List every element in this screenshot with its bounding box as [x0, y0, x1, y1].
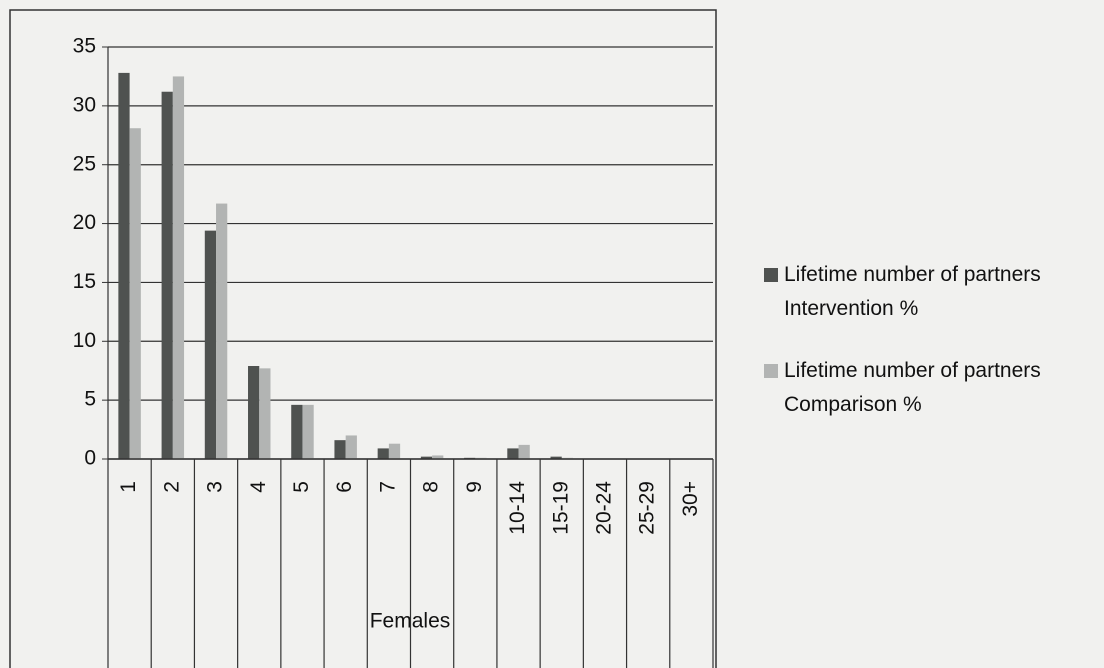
bar: [204, 230, 217, 459]
bar: [248, 366, 260, 459]
x-tick-label: 7: [376, 481, 399, 493]
x-tick-label: 9: [463, 481, 486, 493]
bar: [172, 76, 185, 459]
bar: [302, 404, 314, 459]
y-tick-label: 10: [73, 329, 96, 352]
bar: [377, 448, 389, 459]
bar: [161, 91, 173, 459]
y-tick-label: 5: [84, 388, 96, 411]
bar: [129, 128, 141, 460]
x-tick-label: 4: [247, 481, 270, 493]
bar: [507, 448, 519, 459]
y-tick-label: 20: [73, 211, 96, 234]
x-tick-label: 2: [160, 481, 183, 493]
bar: [216, 203, 228, 459]
legend-swatch: [764, 268, 778, 282]
bar: [388, 443, 401, 459]
x-tick-label: 15-19: [549, 481, 572, 535]
x-tick-label: 10-14: [506, 481, 529, 535]
legend-swatch: [764, 364, 778, 378]
y-tick-label: 15: [73, 270, 96, 293]
bar: [432, 455, 444, 459]
legend-entry: Lifetime number of partners Comparison %: [764, 354, 1094, 422]
y-tick-label: 35: [73, 35, 96, 58]
bar: [420, 456, 433, 459]
bar: [118, 72, 130, 459]
bar: [550, 456, 562, 459]
bar: [518, 444, 530, 459]
x-tick-label: 30+: [679, 481, 702, 517]
x-tick-label: 20-24: [593, 481, 616, 535]
legend-entry: Lifetime number of partners Intervention…: [764, 258, 1094, 326]
x-tick-label: 25-29: [636, 481, 659, 535]
bar: [345, 435, 357, 459]
y-tick-label: 25: [73, 152, 96, 175]
x-tick-label: 3: [204, 481, 227, 493]
y-tick-label: 0: [84, 447, 96, 470]
x-tick-label: 6: [333, 481, 356, 493]
bar: [334, 440, 346, 459]
legend-label: Lifetime number of partners Intervention…: [784, 263, 1041, 320]
x-tick-label: 8: [420, 481, 443, 493]
bar: [291, 404, 303, 459]
x-tick-label: 5: [290, 481, 313, 493]
chart-frame: [9, 9, 717, 668]
legend-label: Lifetime number of partners Comparison %: [784, 359, 1041, 416]
x-tick-label: 1: [117, 481, 140, 493]
y-tick-label: 30: [73, 93, 96, 116]
bar: [259, 368, 271, 459]
